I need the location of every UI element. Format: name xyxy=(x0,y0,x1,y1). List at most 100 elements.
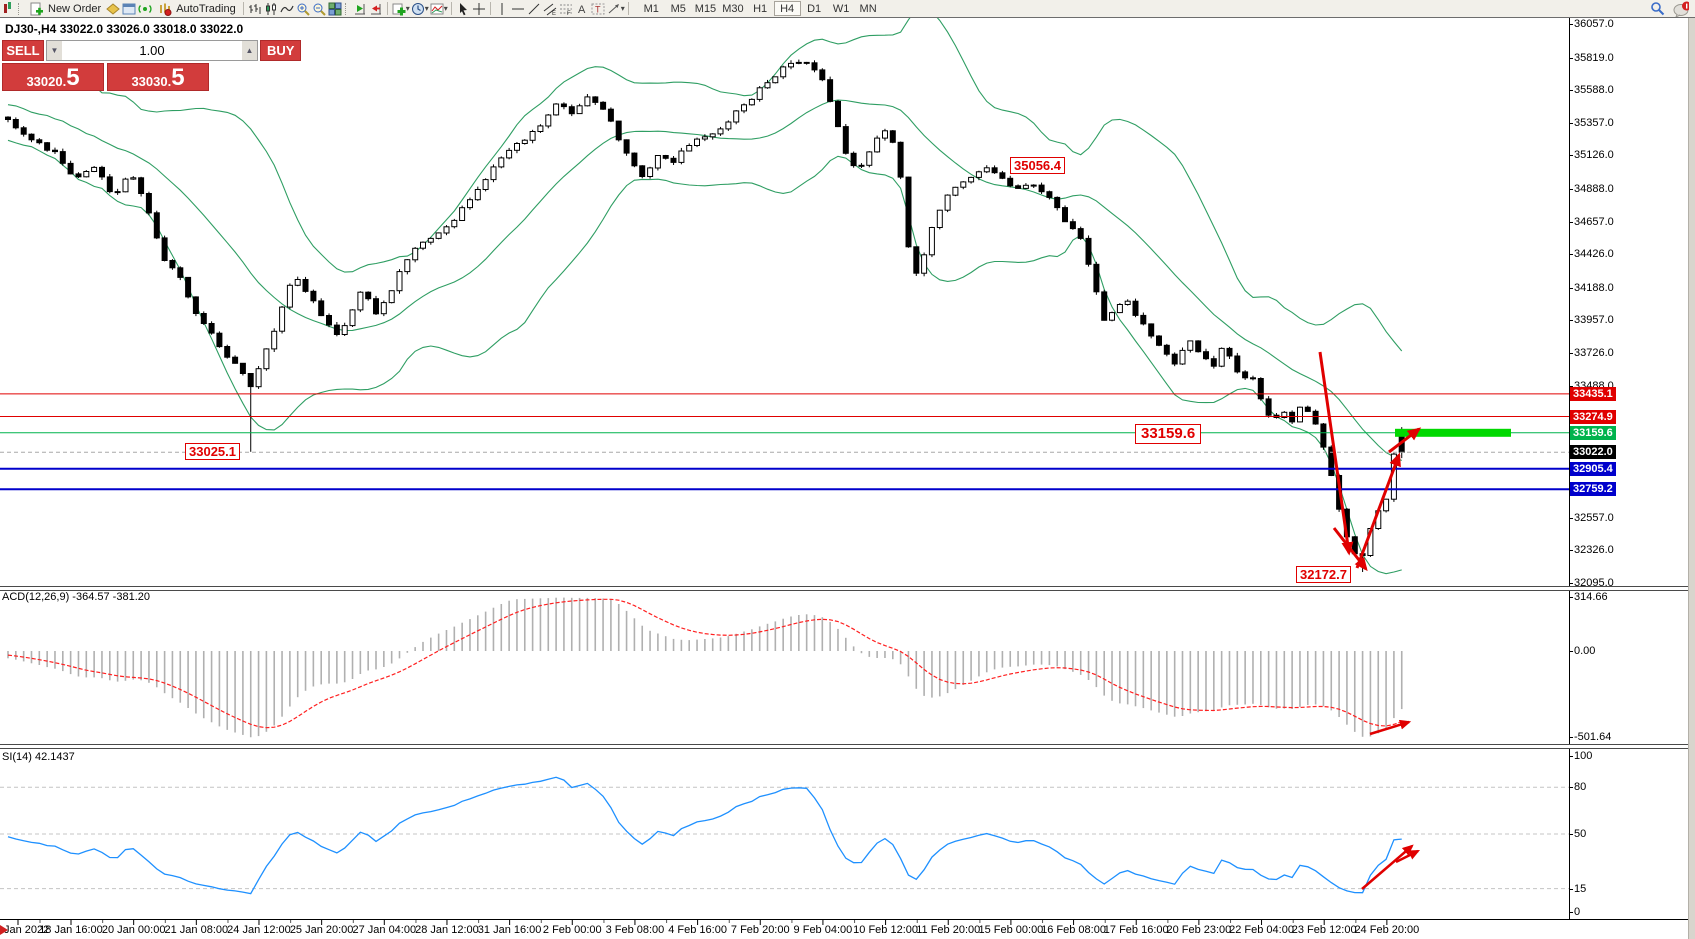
macd-rsi-splitter[interactable] xyxy=(0,744,1689,749)
crosshair-icon[interactable] xyxy=(471,1,487,16)
time-axis-label: 15 Feb 00:00 xyxy=(978,924,1044,936)
main-macd-splitter[interactable] xyxy=(0,586,1689,591)
timeframe-H4[interactable]: H4 xyxy=(773,1,801,16)
annotation-arrow[interactable] xyxy=(1395,849,1421,864)
chart-top-border xyxy=(0,17,1695,18)
volume-input[interactable] xyxy=(62,41,242,60)
price-tick-label: 33957.0 xyxy=(1574,314,1614,326)
rsi-tick-mark xyxy=(1569,756,1573,757)
indicators-caret-icon[interactable]: ▾ xyxy=(405,4,410,13)
annotation-arrow[interactable] xyxy=(1361,844,1414,890)
tile-windows-icon[interactable] xyxy=(327,1,343,16)
horizontal-line-icon[interactable] xyxy=(510,1,526,16)
search-icon[interactable] xyxy=(1649,1,1665,16)
time-axis-label: 20 Feb 23:00 xyxy=(1166,924,1232,936)
price-tick-mark xyxy=(1569,320,1573,321)
toolbar-drag-handle[interactable] xyxy=(18,2,23,15)
autotrading-icon xyxy=(157,1,173,16)
market-watch-icon[interactable] xyxy=(105,1,121,16)
price-tick-mark xyxy=(1569,24,1573,25)
cursor-icon[interactable] xyxy=(455,1,471,16)
price-callout[interactable]: 32172.7 xyxy=(1296,566,1351,583)
price-tick-label: 34426.0 xyxy=(1574,248,1614,260)
timeframe-M5[interactable]: M5 xyxy=(665,1,692,16)
price-tick-mark xyxy=(1569,58,1573,59)
rsi-tick-mark xyxy=(1569,912,1573,913)
rsi-tick-mark xyxy=(1569,889,1573,890)
text-label-icon[interactable]: T xyxy=(590,1,606,16)
templates-icon[interactable] xyxy=(429,1,445,16)
price-callout[interactable]: 35056.4 xyxy=(1010,157,1065,174)
buy-button[interactable]: BUY xyxy=(260,40,302,61)
rsi-indicator-label: SI(14) 42.1437 xyxy=(2,751,75,763)
signal-icon[interactable] xyxy=(137,1,153,16)
timeframe-D1[interactable]: D1 xyxy=(801,1,828,16)
annotation-arrow[interactable] xyxy=(1318,351,1354,556)
zoom-out-icon[interactable] xyxy=(311,1,327,16)
price-tick-mark xyxy=(1569,90,1573,91)
autoscroll-icon[interactable] xyxy=(352,1,368,16)
time-axis-label: Jan 2022 xyxy=(4,924,50,936)
price-level-badge[interactable]: 33435.1 xyxy=(1570,386,1616,401)
shapes-caret-icon[interactable]: ▾ xyxy=(620,4,625,13)
volume-up-button[interactable]: ▲ xyxy=(242,41,257,60)
indicators-icon[interactable] xyxy=(391,1,407,16)
trendline-icon[interactable] xyxy=(526,1,542,16)
svg-text:F: F xyxy=(567,11,571,16)
price-level-badge[interactable]: 33274.9 xyxy=(1570,409,1616,424)
chat-notification-icon[interactable] xyxy=(1673,1,1689,17)
right-scroll-strip[interactable] xyxy=(1688,18,1695,939)
price-tick-mark xyxy=(1569,123,1573,124)
channel-icon[interactable]: E xyxy=(542,1,558,16)
autotrading-button[interactable]: AutoTrading xyxy=(153,1,240,17)
chart-shift-icon[interactable] xyxy=(368,1,384,16)
time-axis-label: 28 Jan 12:00 xyxy=(415,924,479,936)
candlestick-chart-icon[interactable] xyxy=(263,1,279,16)
new-order-button[interactable]: New Order xyxy=(25,1,105,17)
timeframe-H1[interactable]: H1 xyxy=(747,1,774,16)
timeframe-MN[interactable]: MN xyxy=(855,1,882,16)
price-level-badge[interactable]: 32759.2 xyxy=(1570,482,1616,497)
periods-caret-icon[interactable]: ▾ xyxy=(424,4,429,13)
price-tick-mark xyxy=(1569,518,1573,519)
timeframe-M1[interactable]: M1 xyxy=(638,1,665,16)
price-callout[interactable]: 33159.6 xyxy=(1135,424,1202,444)
svg-text:T: T xyxy=(595,4,601,14)
data-window-icon[interactable] xyxy=(121,1,137,16)
annotation-arrow[interactable] xyxy=(1369,719,1412,736)
macd-indicator-label: ACD(12,26,9) -364.57 -381.20 xyxy=(2,591,150,603)
price-tick-label: 34888.0 xyxy=(1574,183,1614,195)
zoom-in-icon[interactable] xyxy=(295,1,311,16)
vertical-line-icon[interactable] xyxy=(494,1,510,16)
rsi-bottom-border xyxy=(0,919,1689,920)
sell-price[interactable]: 33020. 5 xyxy=(2,63,104,91)
timeframe-W1[interactable]: W1 xyxy=(828,1,855,16)
annotation-arrow[interactable] xyxy=(1355,452,1401,569)
price-level-badge[interactable]: 33022.0 xyxy=(1570,445,1616,460)
fibonacci-icon[interactable]: F xyxy=(558,1,574,16)
price-level-badge[interactable]: 33159.6 xyxy=(1570,425,1616,440)
rsi-tick-label: 50 xyxy=(1574,828,1587,840)
line-chart-icon[interactable] xyxy=(279,1,295,16)
rsi-tick-label: 80 xyxy=(1574,781,1587,793)
text-icon[interactable]: A xyxy=(574,1,590,16)
shapes-icon[interactable] xyxy=(606,1,622,16)
partial-chart-icon[interactable] xyxy=(0,1,16,16)
price-tick-mark xyxy=(1569,583,1573,584)
annotation-arrow[interactable] xyxy=(1388,427,1422,454)
price-callout[interactable]: 33025.1 xyxy=(185,443,240,460)
volume-down-button[interactable]: ▼ xyxy=(47,41,62,60)
price-level-badge[interactable]: 32905.4 xyxy=(1570,461,1616,476)
timeframe-M15[interactable]: M15 xyxy=(692,1,719,16)
periods-icon[interactable] xyxy=(410,1,426,16)
rsi-line xyxy=(7,776,1402,895)
bar-chart-icon[interactable] xyxy=(247,1,263,16)
buy-price[interactable]: 33030. 5 xyxy=(107,63,209,91)
time-axis-label: 9 Feb 04:00 xyxy=(793,924,853,936)
templates-caret-icon[interactable]: ▾ xyxy=(443,4,448,13)
sell-button[interactable]: SELL xyxy=(2,40,44,61)
annotation-arrow[interactable] xyxy=(1332,527,1368,572)
green-supply-zone[interactable] xyxy=(1395,428,1511,437)
timeframe-M30[interactable]: M30 xyxy=(719,1,746,16)
